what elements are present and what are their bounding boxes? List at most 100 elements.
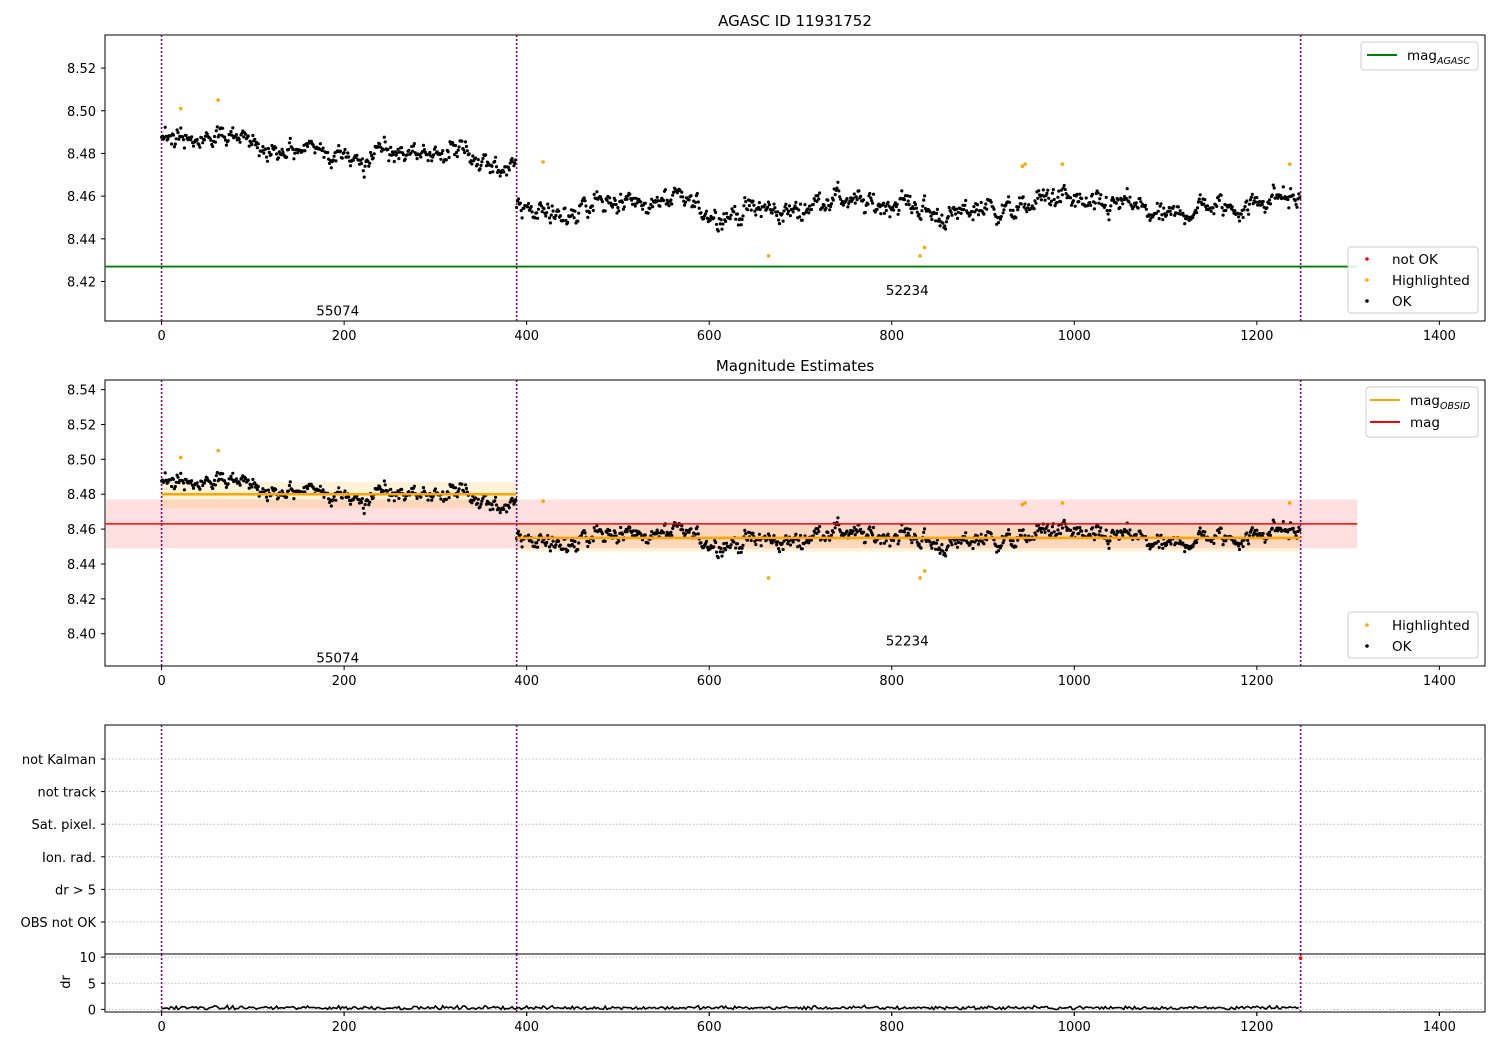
ok-point: [1255, 528, 1259, 532]
ok-point: [996, 549, 1001, 553]
ok-point: [859, 527, 863, 531]
ok-point: [177, 137, 181, 141]
ok-point: [905, 194, 909, 198]
ok-point: [1183, 550, 1187, 554]
ok-point: [770, 211, 774, 215]
ok-point: [394, 153, 398, 157]
ok-point: [190, 479, 194, 483]
ok-point: [1104, 528, 1108, 532]
ok-point: [1249, 528, 1253, 532]
ok-point: [811, 202, 815, 206]
ok-point: [740, 546, 744, 550]
ok-point: [833, 193, 837, 197]
ok-point: [736, 551, 741, 555]
ok-point: [920, 209, 924, 213]
ok-point: [457, 487, 461, 491]
ok-point: [787, 209, 791, 213]
ok-point: [1286, 197, 1290, 202]
y-tick-label: 8.52: [67, 418, 96, 433]
ok-point: [976, 542, 981, 546]
ok-point: [982, 212, 986, 216]
highlighted-point: [1023, 162, 1027, 166]
ok-point: [1247, 212, 1251, 216]
ok-point: [1255, 195, 1259, 200]
ok-point: [1011, 539, 1015, 543]
ok-point: [693, 205, 697, 209]
ok-point: [1063, 187, 1067, 192]
ok-point: [547, 216, 552, 220]
ok-point: [264, 489, 268, 493]
ok-point: [650, 197, 654, 201]
ok-point: [605, 530, 609, 535]
ok-point: [794, 200, 798, 204]
ok-point: [480, 160, 484, 164]
ok-point: [959, 541, 963, 545]
ok-point: [262, 151, 266, 155]
ok-point: [1173, 213, 1177, 217]
ok-point: [444, 497, 448, 502]
ok-point: [1176, 205, 1180, 209]
ok-point: [614, 202, 618, 207]
ok-point: [513, 161, 517, 165]
x-tick-label: 0: [157, 329, 165, 344]
ok-point: [518, 201, 522, 205]
ok-point: [1174, 211, 1179, 215]
ok-point: [488, 508, 492, 512]
ok-point: [1281, 185, 1285, 189]
ok-point: [922, 530, 926, 535]
ok-point: [1160, 213, 1164, 217]
ok-point: [1134, 201, 1138, 205]
ok-point: [553, 216, 557, 221]
ok-point: [182, 488, 186, 492]
ok-point: [828, 538, 832, 542]
ok-point: [1078, 192, 1082, 196]
ok-point: [533, 545, 537, 549]
ok-point: [463, 140, 468, 144]
ok-point: [516, 197, 521, 201]
ok-point: [453, 486, 458, 490]
ok-point: [1217, 531, 1221, 535]
ok-point: [519, 209, 523, 213]
ok-point: [1293, 199, 1297, 203]
ok-point: [1128, 528, 1132, 532]
ok-point: [1052, 197, 1056, 202]
ok-point: [362, 175, 366, 179]
ok-point: [1139, 200, 1143, 204]
ok-point: [753, 209, 757, 213]
ok-point: [439, 157, 443, 161]
ok-point: [242, 135, 246, 139]
ok-point: [1021, 195, 1025, 199]
ok-point: [476, 158, 480, 162]
ok-point: [984, 533, 988, 538]
ok-point: [237, 137, 241, 141]
ok-point: [1291, 526, 1295, 530]
ok-point: [592, 526, 596, 530]
ok-point: [369, 153, 374, 158]
ok-point: [646, 211, 650, 215]
ok-point: [1032, 207, 1036, 211]
ok-point: [173, 484, 177, 489]
ok-point: [264, 495, 269, 499]
ok-point: [202, 138, 207, 142]
ok-point: [1105, 539, 1109, 543]
ok-point: [334, 159, 338, 163]
ok-point: [287, 141, 291, 145]
ok-point: [411, 144, 416, 148]
ok-point: [1057, 189, 1061, 193]
ok-point: [484, 153, 488, 157]
ok-point: [1045, 191, 1049, 195]
ok-point: [276, 156, 280, 160]
ok-point: [1154, 211, 1158, 215]
ok-point: [853, 201, 857, 205]
ok-point: [775, 543, 779, 547]
ok-point: [817, 197, 821, 201]
ok-point: [1219, 193, 1223, 197]
ok-point: [641, 207, 645, 211]
ok-point: [230, 477, 234, 481]
ok-point: [949, 540, 953, 544]
ok-point: [209, 138, 213, 142]
ok-point: [512, 164, 516, 168]
ok-point: [600, 200, 605, 204]
ok-point: [367, 164, 371, 168]
ok-point: [508, 161, 512, 165]
